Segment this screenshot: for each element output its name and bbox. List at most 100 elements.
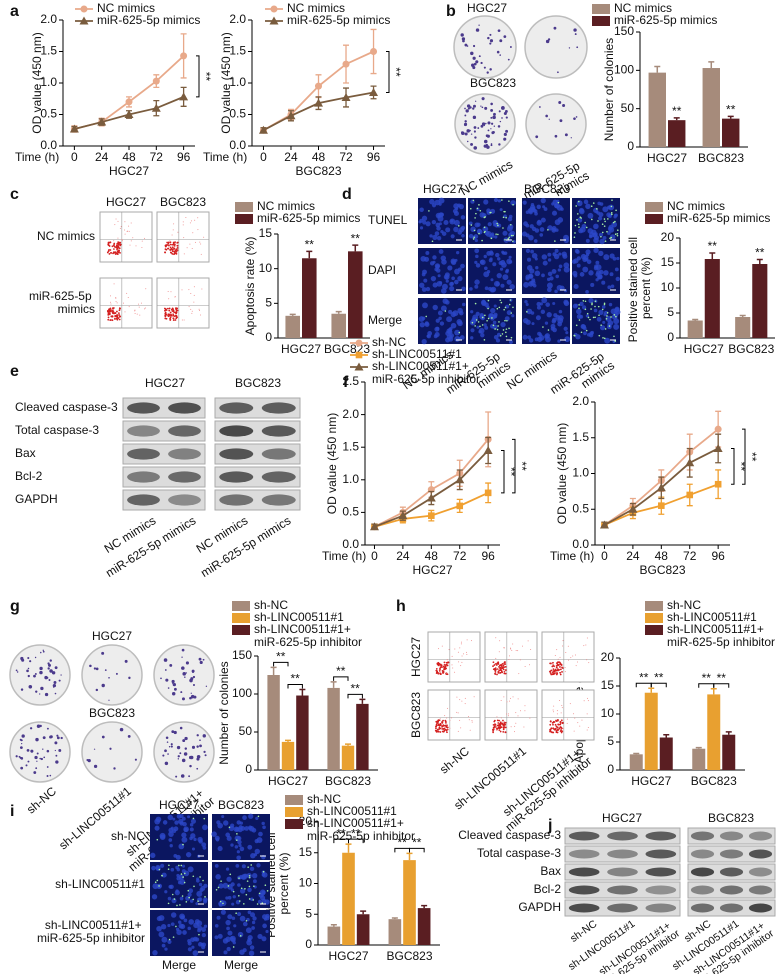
event (555, 720, 558, 723)
event (504, 662, 506, 664)
nucleus (500, 283, 505, 288)
event (560, 719, 563, 722)
quadrant (485, 632, 537, 682)
marker (354, 362, 364, 371)
bracket (409, 847, 425, 853)
stain (614, 220, 616, 223)
panel-letter: f (343, 374, 349, 391)
event (500, 722, 502, 725)
stain (247, 866, 249, 868)
nucleus (181, 832, 187, 838)
y-tick-label: 0 (305, 937, 312, 951)
nucleus (483, 323, 487, 327)
event (442, 724, 445, 727)
nucleus (479, 259, 485, 265)
y-tick-label: 1.0 (229, 75, 246, 89)
nucleus (534, 270, 541, 277)
y-tick-label: 1.0 (40, 75, 57, 89)
colony (34, 673, 37, 675)
nucleus (430, 276, 437, 282)
colony (480, 124, 484, 128)
y-axis-label: OD value (450 nm) (555, 423, 569, 524)
quadrant (428, 632, 480, 682)
colony (33, 674, 36, 678)
nucleus (227, 895, 232, 900)
stain (585, 329, 588, 332)
row-label: miR-625-5p mimics (29, 289, 95, 316)
event (500, 669, 503, 672)
x-tick-label: 72 (339, 150, 353, 164)
quadrant (485, 690, 537, 740)
legend-label: miR-625-5p mimics (287, 13, 390, 27)
band (219, 402, 254, 414)
nucleus (457, 320, 463, 327)
nucleus (150, 852, 156, 858)
event (109, 241, 112, 244)
nucleus (594, 264, 599, 269)
event (441, 721, 443, 724)
stain (611, 213, 613, 216)
nucleus (527, 335, 532, 340)
event (189, 222, 191, 224)
error-bar (739, 314, 746, 317)
colony (466, 129, 470, 133)
nucleus (601, 305, 606, 309)
nucleus (542, 205, 546, 209)
band (219, 448, 254, 460)
nucleus (470, 310, 474, 314)
band (168, 494, 201, 506)
nucleus (584, 257, 589, 262)
event (113, 242, 116, 245)
colony (39, 666, 43, 671)
error-bar (330, 681, 337, 688)
legend-label: NC mimics (614, 1, 672, 15)
colony (30, 749, 34, 753)
nucleus (460, 215, 466, 220)
stain (557, 201, 560, 204)
stain (472, 199, 475, 202)
stain (611, 199, 613, 201)
x-axis-label: Time (h) (550, 549, 594, 563)
significance: ** (351, 231, 361, 245)
bar (752, 264, 768, 338)
band (219, 425, 254, 437)
colony (164, 749, 167, 753)
nucleus (198, 882, 203, 887)
nucleus (239, 821, 243, 825)
nucleus (190, 937, 195, 943)
event (135, 245, 137, 247)
nucleus (217, 846, 223, 852)
nucleus (232, 895, 236, 899)
event (107, 318, 110, 321)
event (117, 245, 120, 247)
stain (578, 304, 580, 306)
stain (487, 299, 490, 302)
legend-swatch (645, 625, 663, 635)
colony (478, 24, 480, 26)
band (127, 448, 160, 460)
stain (198, 933, 200, 936)
nucleus (563, 266, 570, 273)
bar (302, 258, 317, 338)
event (128, 230, 130, 232)
flow-plot (427, 631, 481, 683)
protein-label: Total caspase-3 (477, 846, 561, 860)
x-tick-label: HGC27 (631, 774, 671, 788)
band (607, 831, 638, 841)
nucleus (203, 924, 208, 928)
event (572, 655, 574, 657)
event (560, 712, 562, 714)
column-label: HGC27 (602, 811, 642, 825)
nucleus (528, 235, 534, 241)
x-axis-label: Time (h) (15, 150, 59, 164)
event (566, 718, 568, 720)
nucleus (429, 261, 435, 266)
colony (181, 648, 185, 652)
colony (35, 737, 39, 742)
event (191, 248, 193, 250)
event (557, 719, 559, 721)
nucleus (429, 199, 435, 205)
nucleus (487, 222, 492, 227)
stain (425, 315, 428, 318)
marker (428, 512, 435, 519)
